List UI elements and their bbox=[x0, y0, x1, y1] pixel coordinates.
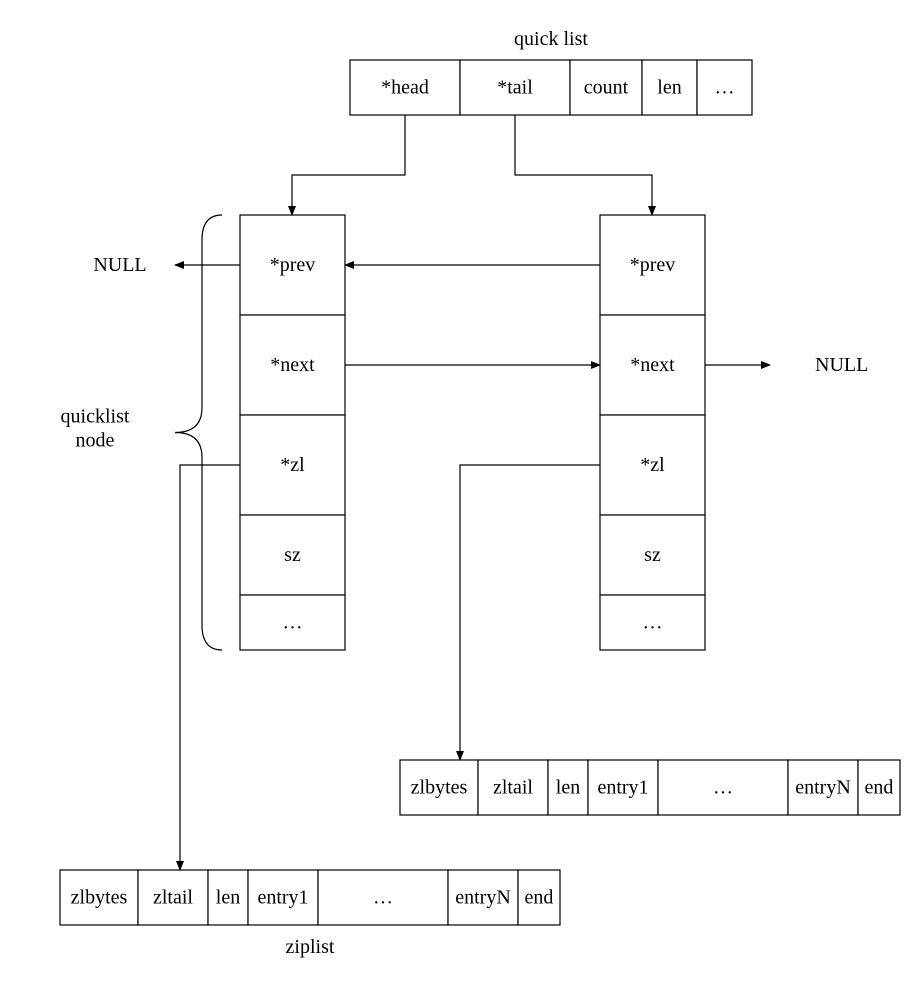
quicklist-struct-label-2: count bbox=[584, 77, 629, 99]
ziplist2-label-5: entryN bbox=[795, 777, 851, 799]
node2-label-3: sz bbox=[644, 544, 661, 566]
ziplist2-label-4: … bbox=[713, 777, 733, 799]
ziplist2-label-1: zltail bbox=[493, 777, 533, 799]
arrow-tail-to-node2 bbox=[515, 115, 652, 215]
quicklist-struct-label-3: len bbox=[657, 77, 681, 99]
ziplist1-label-3: entry1 bbox=[257, 887, 308, 909]
arrow-node1-zl-to-ziplist1 bbox=[180, 465, 240, 870]
ziplist2-label-2: len bbox=[556, 777, 580, 799]
quicklist-struct-label-0: *head bbox=[381, 77, 429, 99]
brace-label-2: node bbox=[76, 430, 115, 452]
ziplist1-label-1: zltail bbox=[153, 887, 193, 909]
ziplist1-label-5: entryN bbox=[455, 887, 511, 909]
quicklist-title: quick list bbox=[514, 28, 588, 50]
ziplist1-label-6: end bbox=[525, 887, 554, 909]
node2-label-4: … bbox=[643, 612, 663, 634]
node1-label-1: *next bbox=[270, 354, 315, 376]
node1-label-4: … bbox=[283, 612, 303, 634]
ziplist1-label-0: zlbytes bbox=[71, 887, 128, 909]
node2-label-2: *zl bbox=[640, 454, 665, 476]
quicklist-struct-label-1: *tail bbox=[497, 77, 533, 99]
quicklist-struct-label-4: … bbox=[715, 77, 735, 99]
brace-label-1: quicklist bbox=[61, 406, 130, 428]
null-right-label: NULL bbox=[815, 354, 868, 376]
ziplist2-label-3: entry1 bbox=[597, 777, 648, 799]
arrow-node2-zl-to-ziplist2 bbox=[460, 465, 600, 760]
node2-label-1: *next bbox=[630, 354, 675, 376]
ziplist-label: ziplist bbox=[286, 936, 335, 958]
ziplist1-label-4: … bbox=[373, 887, 393, 909]
node2-label-0: *prev bbox=[630, 254, 676, 276]
brace-quicklist-node bbox=[175, 215, 222, 650]
ziplist2-label-6: end bbox=[865, 777, 894, 799]
node1-label-2: *zl bbox=[280, 454, 305, 476]
node1-label-0: *prev bbox=[270, 254, 316, 276]
ziplist2-label-0: zlbytes bbox=[411, 777, 468, 799]
node1-label-3: sz bbox=[284, 544, 301, 566]
arrow-head-to-node1 bbox=[292, 115, 405, 215]
null-left-label: NULL bbox=[93, 254, 146, 276]
ziplist1-label-2: len bbox=[216, 887, 240, 909]
